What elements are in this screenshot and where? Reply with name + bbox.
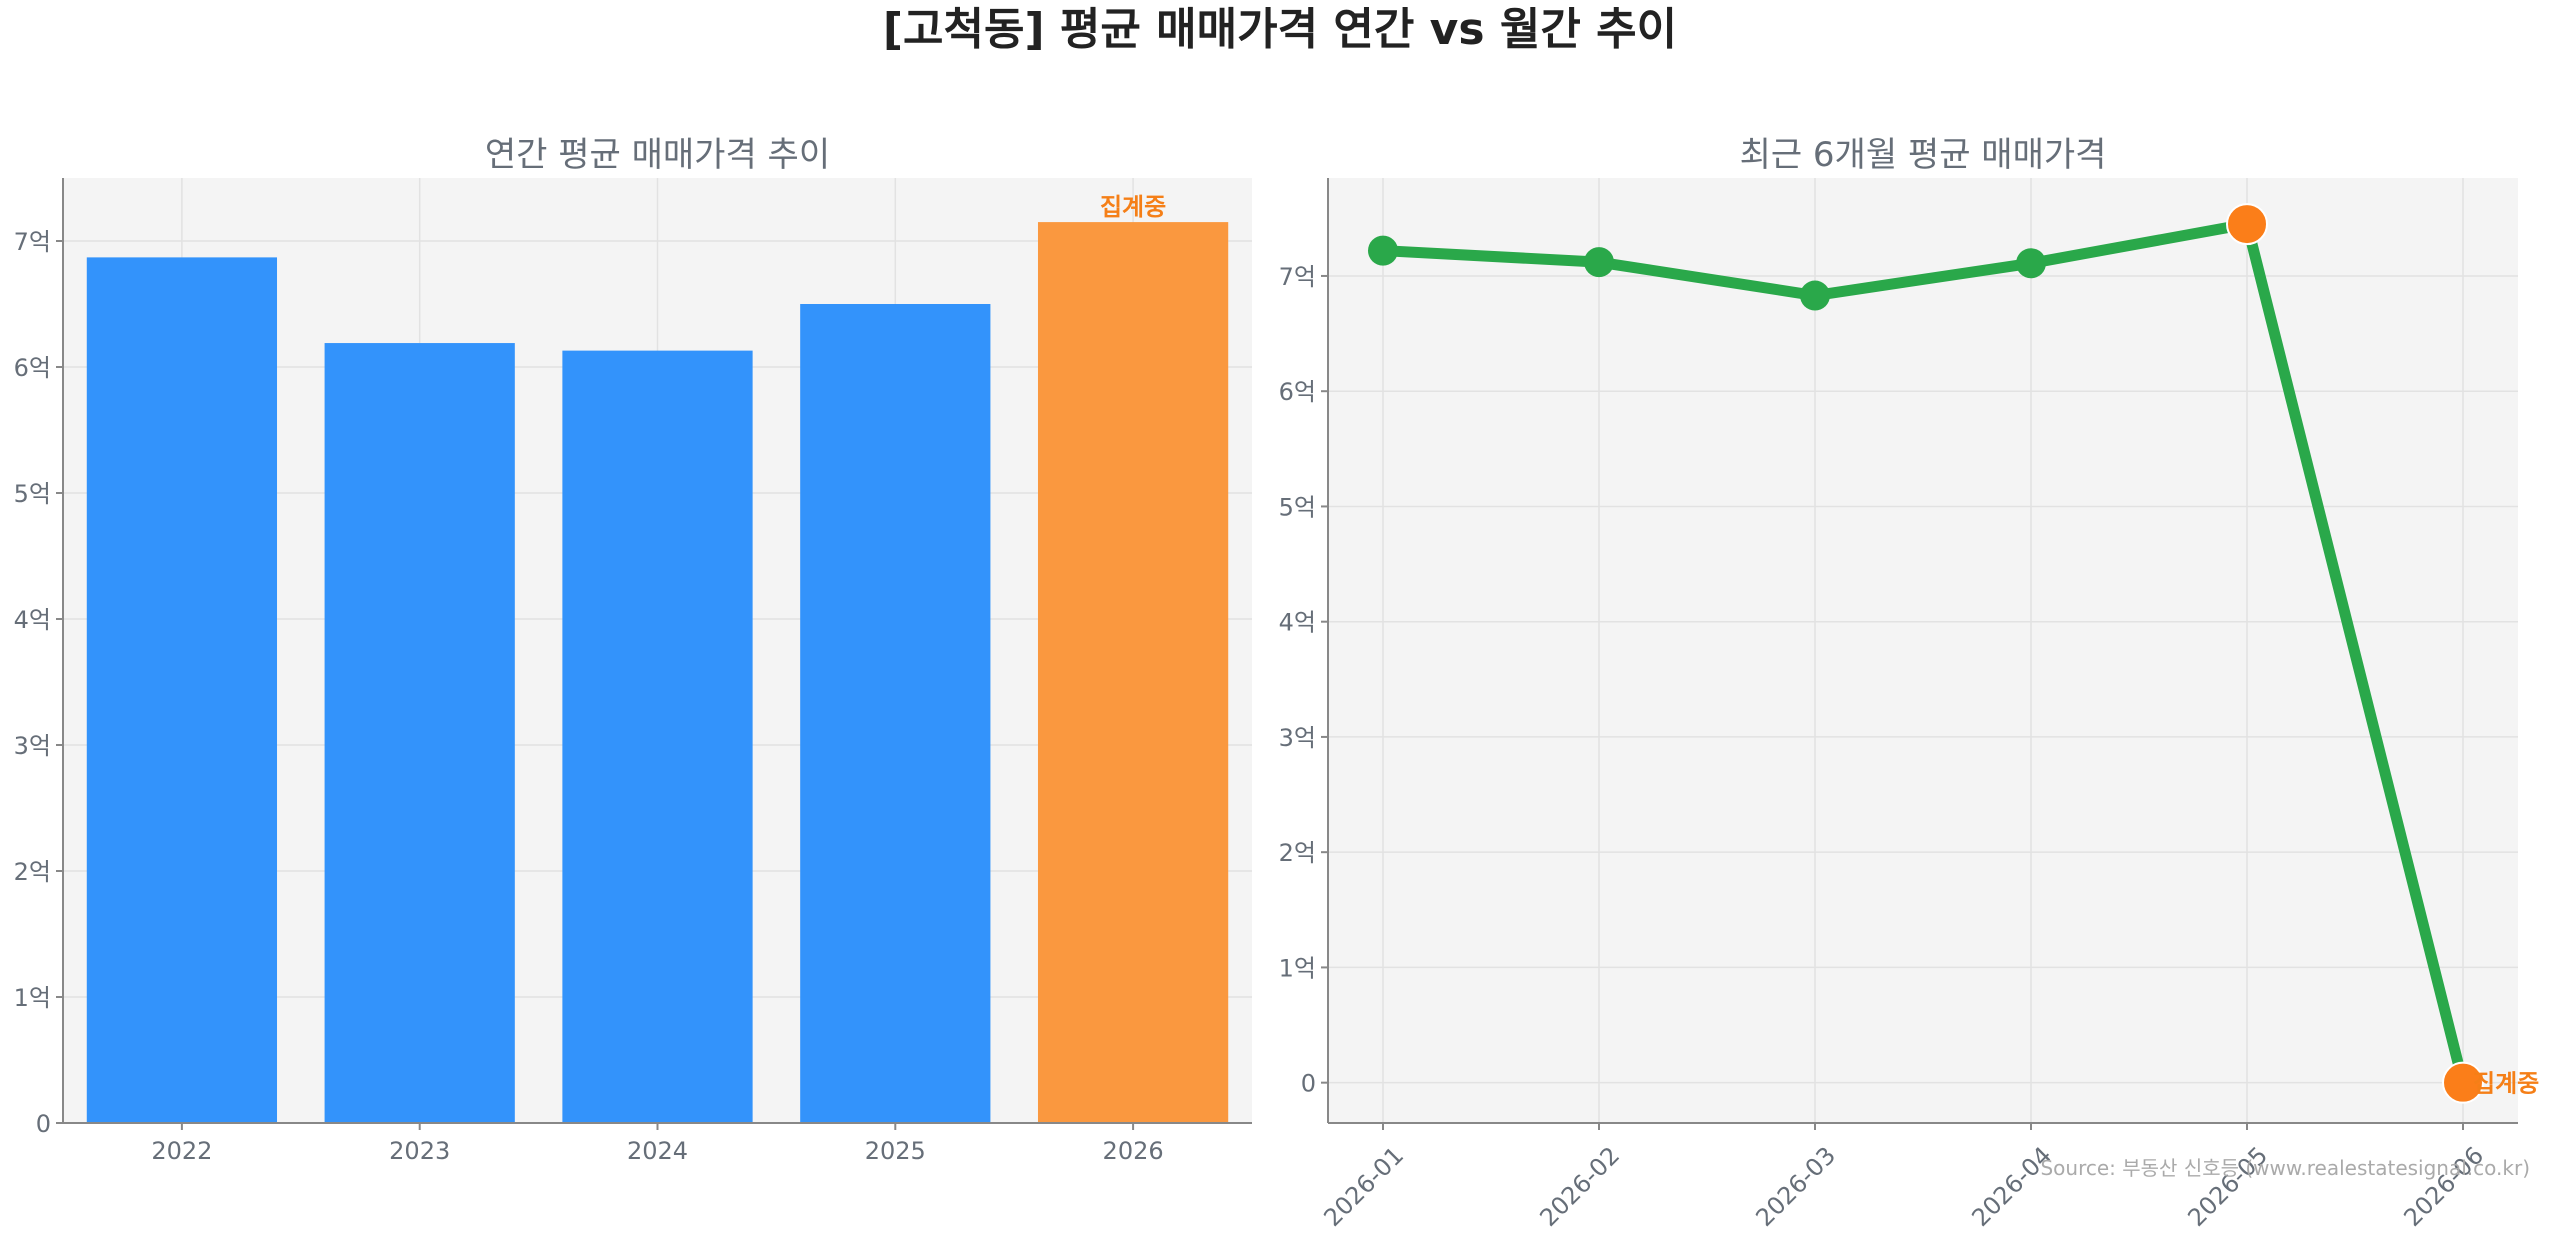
y-tick-label: 1억 xyxy=(1279,954,1316,982)
plot-background xyxy=(1328,178,2518,1123)
y-tick-label: 4억 xyxy=(1279,609,1316,637)
x-tick-label: 2026-03 xyxy=(1750,1141,1841,1232)
source-note: Source: 부동산 신호등 (www.realestatesignal.co… xyxy=(2040,1156,2530,1180)
x-tick-label: 2023 xyxy=(389,1137,450,1165)
y-tick-label: 7억 xyxy=(14,228,51,256)
data-point-2026-02 xyxy=(1584,247,1614,278)
x-tick-label: 2026 xyxy=(1103,1137,1164,1165)
chart-title: 연간 평균 매매가격 추이 xyxy=(485,135,830,175)
y-tick-label: 1억 xyxy=(14,984,51,1012)
x-tick-label: 2026-06 xyxy=(2398,1141,2489,1232)
bar-2023 xyxy=(324,343,515,1123)
data-point-2026-06 xyxy=(2442,1061,2484,1104)
x-tick-label: 2025 xyxy=(865,1137,926,1165)
monthly-line-chart: 최근 6개월 평균 매매가격 0 1억 2억 3억 4억 5억 6억 7억 2026-01 2026… xyxy=(1279,135,2540,1232)
data-point-2026-05 xyxy=(2226,203,2268,246)
y-tick-label: 3억 xyxy=(1279,724,1316,752)
bar-2026 xyxy=(1037,222,1229,1124)
y-tick-label: 2억 xyxy=(1279,839,1316,867)
x-tick-label: 2026-01 xyxy=(1318,1141,1409,1232)
x-tick-label: 2026-02 xyxy=(1534,1141,1625,1232)
data-point-2026-01 xyxy=(1368,235,1398,266)
data-point-2026-04 xyxy=(2016,248,2046,279)
series-line xyxy=(1377,218,2469,1089)
bar-2025 xyxy=(800,304,991,1123)
partial-label: 집계중 xyxy=(1100,193,1166,221)
x-tick-label: 2026-05 xyxy=(2182,1141,2273,1232)
y-tick-label: 7억 xyxy=(1279,263,1316,291)
bar-2022 xyxy=(86,257,278,1123)
y-tick-label: 0 xyxy=(1301,1070,1316,1098)
x-tick-label: 2022 xyxy=(151,1137,212,1165)
y-tick-label: 6억 xyxy=(1279,378,1316,406)
x-tick-label: 2026-04 xyxy=(1966,1141,2057,1232)
page-title: [고척동] 평균 매매가격 연간 vs 월간 추이 xyxy=(882,4,1678,55)
chart-title: 최근 6개월 평균 매매가격 xyxy=(1740,135,2107,175)
y-tick-label: 3억 xyxy=(14,732,51,760)
annual-bar-chart: 연간 평균 매매가격 추이 0 1억 2억 3억 4억 5억 6억 7억 2022 2023 2024… xyxy=(14,135,1252,1165)
y-tick-label: 5억 xyxy=(1279,493,1316,521)
y-tick-label: 0 xyxy=(36,1110,51,1138)
y-tick-label: 5억 xyxy=(14,480,51,508)
data-point-2026-03 xyxy=(1800,280,1830,311)
y-tick-label: 4억 xyxy=(14,606,51,634)
x-tick-label: 2024 xyxy=(627,1137,688,1165)
partial-label: 집계중 xyxy=(2473,1070,2539,1098)
bar-2024 xyxy=(562,350,753,1123)
y-tick-label: 2억 xyxy=(14,858,51,886)
y-tick-label: 6억 xyxy=(14,354,51,382)
